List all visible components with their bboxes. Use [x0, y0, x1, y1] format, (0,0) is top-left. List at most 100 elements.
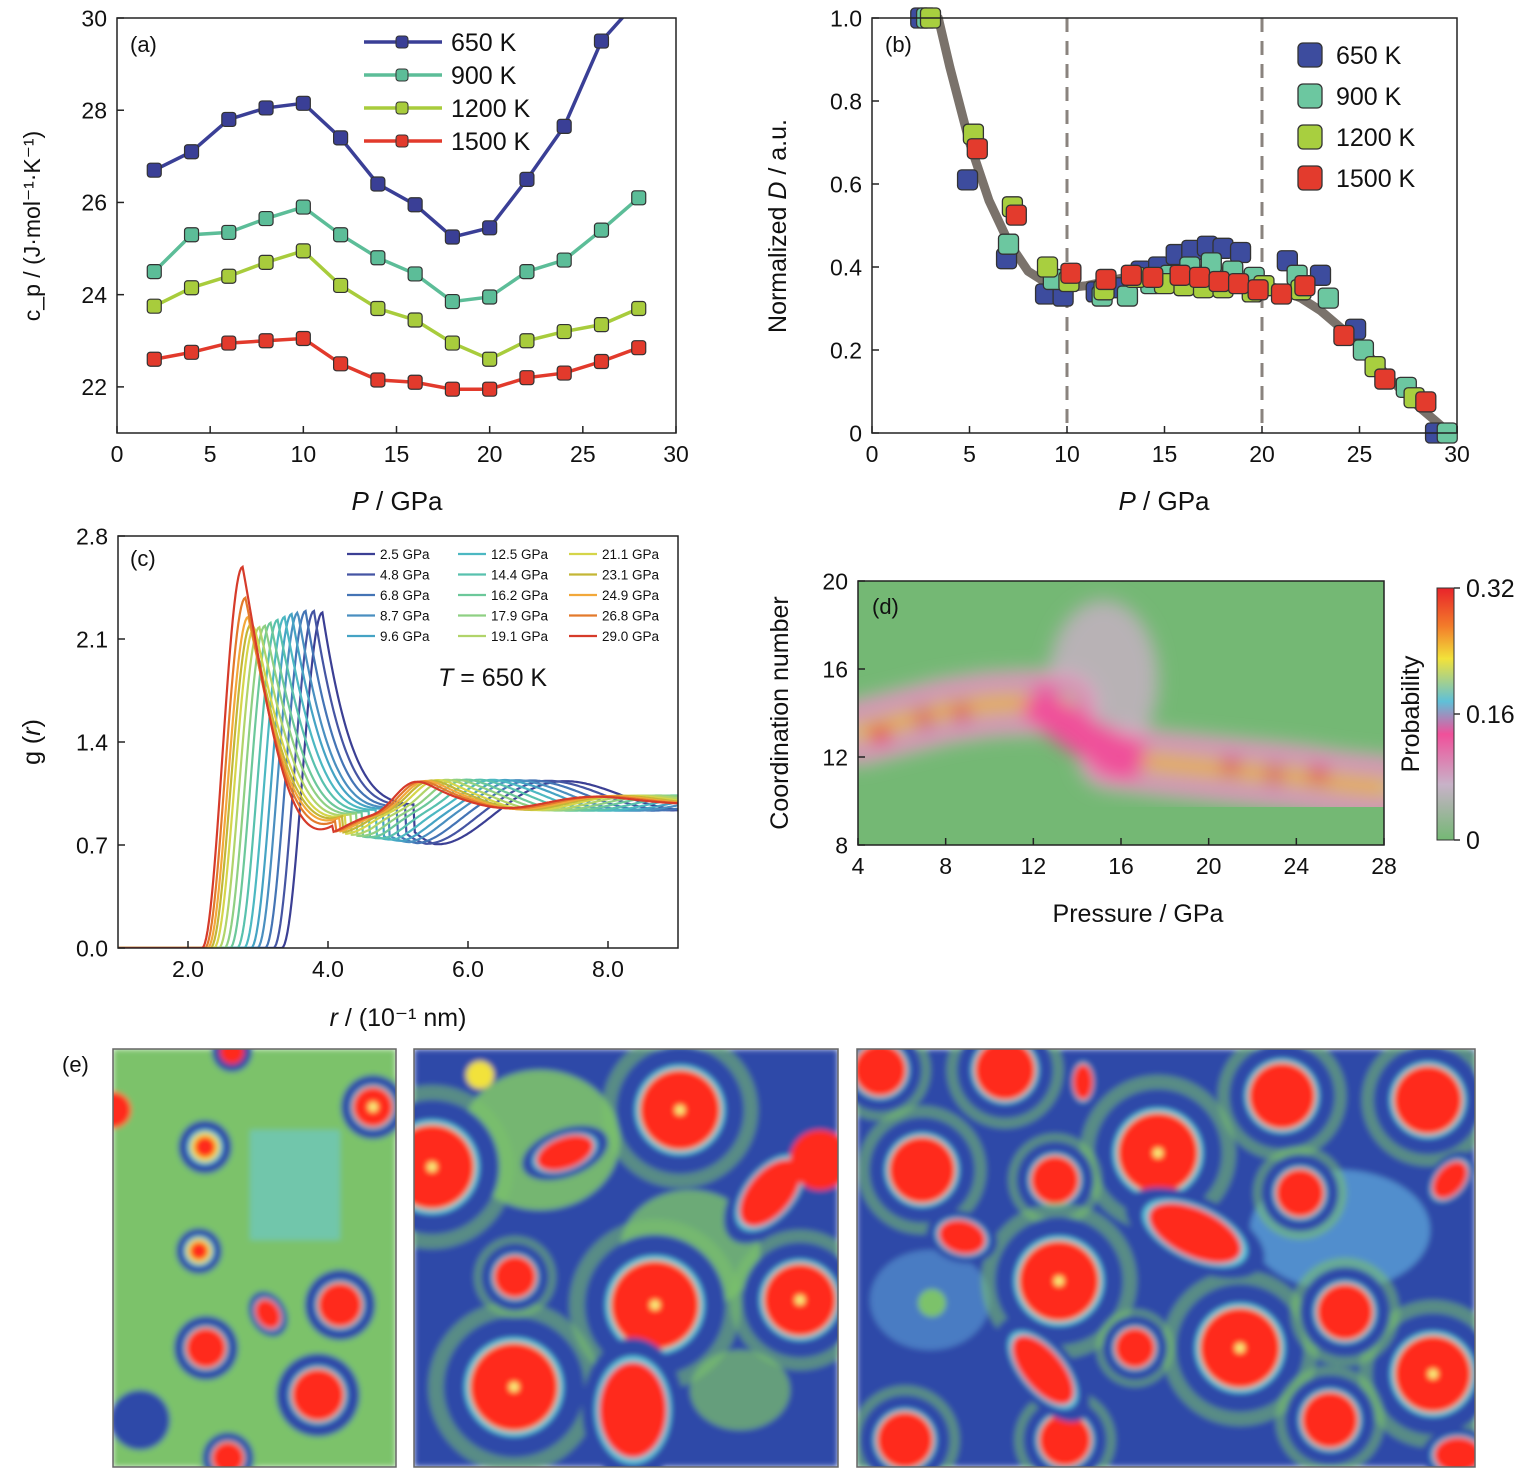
- y-tick-label: 1.0: [830, 5, 862, 31]
- series-line-900K: [153, 196, 640, 304]
- data-point: [183, 344, 200, 360]
- density-core: [1434, 1437, 1475, 1467]
- legend-label: 24.9 GPa: [602, 588, 660, 603]
- data-point: [1317, 287, 1339, 309]
- data-point: [146, 351, 162, 367]
- data-point: [146, 162, 162, 178]
- data-point: [407, 312, 423, 328]
- gr-curve-48GPa: [118, 609, 678, 948]
- data-point: [407, 197, 423, 213]
- x-tick-label: 20: [477, 441, 503, 467]
- density-nucleus: [427, 1162, 437, 1172]
- data-point: [333, 277, 349, 294]
- panel-e-density-maps: (e): [62, 1048, 1476, 1468]
- data-point: [1294, 275, 1316, 297]
- legend-label: 9.6 GPa: [380, 629, 430, 644]
- data-point: [1208, 270, 1230, 293]
- panel-d-colorbar: [1436, 587, 1455, 841]
- data-point: [556, 365, 572, 381]
- data-point: [631, 190, 647, 206]
- density-core: [790, 1130, 838, 1190]
- legend-label: 1500 K: [451, 128, 531, 156]
- data-point: [997, 233, 1020, 255]
- data-point: [593, 222, 610, 238]
- x-tick-label: 12: [1021, 853, 1047, 879]
- panel-c-ticks: 2.0 4.0 6.0 8.0 0.0 0.7 1.4 2.1 2.8: [76, 523, 624, 982]
- density-core: [536, 1134, 594, 1172]
- colorbar-tick-label: 0.32: [1466, 575, 1515, 603]
- x-tick-label: 16: [1108, 853, 1134, 879]
- density-core: [975, 1049, 1035, 1100]
- legend-label: 14.4 GPa: [491, 568, 549, 583]
- data-point: [482, 220, 498, 236]
- data-point: [593, 33, 610, 49]
- density-cloud: [250, 1130, 340, 1240]
- data-point: [444, 229, 460, 245]
- ridge-2-layer-4: [1104, 751, 1384, 794]
- data-point: [295, 95, 311, 111]
- hot-spot: [914, 708, 933, 727]
- panel-a-plot-area: [146, 18, 647, 397]
- x-tick-label: 10: [291, 441, 317, 467]
- density-nucleus: [675, 1105, 685, 1115]
- panel-e-map-3: [857, 1049, 1475, 1467]
- hot-spot: [1309, 767, 1328, 786]
- legend-label: 16.2 GPa: [491, 588, 549, 603]
- gr-curve-179GPa: [118, 624, 678, 948]
- data-point: [556, 118, 572, 134]
- x-tick-label: 2.0: [172, 956, 204, 982]
- data-point: [333, 356, 349, 372]
- data-point: [482, 351, 498, 367]
- hot-spot: [870, 723, 889, 742]
- density-nucleus: [368, 1102, 378, 1112]
- density-core: [318, 1283, 362, 1327]
- data-point: [556, 323, 572, 340]
- data-point: [556, 252, 572, 268]
- x-tick-label: 24: [1284, 853, 1310, 879]
- x-tick-label: 0: [111, 441, 124, 467]
- legend-label: 900 K: [451, 62, 517, 90]
- panel-b-label: (b): [885, 32, 912, 57]
- density-edge: [466, 1061, 494, 1089]
- legend-label: 1200 K: [1336, 124, 1416, 152]
- data-point: [146, 264, 162, 280]
- density-core: [1031, 1156, 1079, 1204]
- x-tick-label: 30: [1444, 441, 1470, 467]
- x-tick-label: 6.0: [452, 956, 484, 982]
- x-tick-label: 15: [384, 441, 410, 467]
- panel-d-colorbar-ticks: 0 0.16 0.32: [1454, 575, 1515, 855]
- legend-label: 1500 K: [1336, 165, 1416, 193]
- x-tick-label: 25: [1347, 441, 1373, 467]
- panel-c-gr-chart: 2.0 4.0 6.0 8.0 0.0 0.7 1.4 2.1 2.8 (c) T = 650 …: [18, 523, 679, 1032]
- legend-label: 650 K: [451, 29, 517, 57]
- data-point: [407, 266, 423, 282]
- density-nucleus: [509, 1382, 519, 1392]
- gr-curve-268GPa: [118, 595, 678, 948]
- legend-label: 19.1 GPa: [491, 629, 549, 644]
- panel-c-ylabel: g (r): [18, 719, 46, 765]
- data-point: [333, 227, 349, 243]
- legend-label: 21.1 GPa: [602, 547, 660, 562]
- data-point: [519, 264, 535, 280]
- data-point: [295, 330, 311, 347]
- gr-curve-290GPa: [118, 564, 678, 948]
- data-point: [221, 268, 237, 284]
- density-nucleus: [1428, 1369, 1438, 1379]
- legend-label: 23.1 GPa: [602, 568, 660, 583]
- density-core: [857, 1049, 906, 1096]
- data-point: [444, 335, 460, 351]
- density-core: [739, 1159, 801, 1227]
- x-tick-label: 8.0: [592, 956, 624, 982]
- y-tick-label: 26: [81, 190, 107, 216]
- legend-marker: [395, 101, 409, 115]
- panel-d-ylabel: Coordination number: [766, 596, 794, 829]
- y-tick-label: 2.1: [76, 626, 108, 652]
- x-tick-label: 8: [939, 853, 952, 879]
- density-core: [1276, 1169, 1324, 1217]
- panel-b-ticks: 0 5 10 15 20 25 30 0 0.2 0.4 0.6 0.8 1.0: [830, 5, 1470, 467]
- colorbar-tick-label: 0: [1466, 827, 1480, 855]
- density-core: [1394, 1066, 1462, 1134]
- legend-label: 29.0 GPa: [602, 629, 660, 644]
- y-tick-label: 0.2: [830, 337, 862, 363]
